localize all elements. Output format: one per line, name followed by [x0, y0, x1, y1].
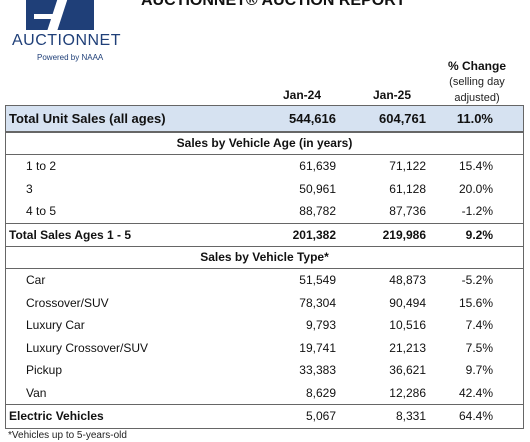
row-pct: 9.2%: [465, 227, 493, 242]
logo-tagline: Powered by NAAA: [37, 53, 104, 62]
row-pct: 64.4%: [458, 409, 493, 423]
row-jan24: 78,304: [299, 295, 336, 310]
row-jan24: 8,629: [305, 385, 336, 400]
row-label: 1 to 2: [26, 159, 57, 173]
row-label: Car: [26, 273, 46, 287]
table-row: 4 to 5 88,782 87,736 -1.2%: [6, 200, 523, 223]
table-row: Luxury Car 9,793 10,516 7.4%: [6, 314, 523, 337]
row-pct: 9.7%: [465, 363, 493, 377]
column-header-pct-change: % Change (selling day adjusted): [432, 58, 522, 106]
row-label: Crossover/SUV: [26, 295, 109, 310]
row-pct: -1.2%: [461, 204, 493, 218]
table-row: Car 51,549 48,873 -5.2%: [6, 269, 523, 292]
row-label: 4 to 5: [26, 204, 57, 218]
row-jan25: 12,286: [389, 385, 426, 400]
footnote: *Vehicles up to 5-years-old: [8, 430, 127, 441]
table-row: 1 to 2 61,639 71,122 15.4%: [6, 155, 523, 178]
row-pct: 20.0%: [458, 181, 493, 196]
pct-change-note-2: adjusted): [454, 92, 500, 104]
row-label: 3: [26, 181, 33, 196]
row-pct: 7.4%: [465, 318, 493, 332]
table-row: Luxury Crossover/SUV 19,741 21,213 7.5%: [6, 337, 523, 360]
row-label: Electric Vehicles: [9, 409, 104, 423]
row-jan25: 604,761: [379, 111, 426, 126]
row-pct: 42.4%: [458, 385, 493, 400]
row-label: Van: [26, 385, 47, 400]
row-pct: 7.5%: [465, 340, 493, 355]
row-jan24: 544,616: [289, 111, 336, 126]
section-title: Sales by Vehicle Type*: [200, 250, 329, 264]
row-label: Total Unit Sales (all ages): [9, 111, 166, 126]
row-jan25: 61,128: [389, 181, 426, 196]
total-ages-1-5-row: Total Sales Ages 1 - 5 201,382 219,986 9…: [6, 222, 523, 247]
logo-mark-icon: [26, 0, 94, 36]
table-row: Van 8,629 12,286 42.4%: [6, 382, 523, 405]
section-title: Sales by Vehicle Age (in years): [176, 136, 353, 150]
section-header-age: Sales by Vehicle Age (in years): [6, 132, 523, 155]
row-pct: 15.6%: [458, 295, 493, 310]
section-header-type: Sales by Vehicle Type*: [6, 246, 523, 269]
row-jan24: 61,639: [299, 159, 336, 173]
column-header-jan25: Jan-25: [372, 88, 412, 102]
total-unit-sales-row: Total Unit Sales (all ages) 544,616 604,…: [6, 106, 523, 132]
row-jan24: 9,793: [305, 318, 336, 332]
row-jan24: 19,741: [299, 340, 336, 355]
row-jan24: 51,549: [299, 273, 336, 287]
row-label: Luxury Crossover/SUV: [26, 340, 149, 355]
row-jan25: 10,516: [389, 318, 426, 332]
row-jan25: 8,331: [395, 409, 426, 423]
auction-report-table: Total Unit Sales (all ages) 544,616 604,…: [5, 105, 524, 429]
table-row: Crossover/SUV 78,304 90,494 15.6%: [6, 292, 523, 315]
report-title: AUCTIONNET® AUCTION REPORT: [141, 0, 406, 9]
row-label: Total Sales Ages 1 - 5: [9, 227, 132, 242]
column-header-jan24: Jan-24: [282, 88, 322, 102]
row-jan25: 21,213: [389, 340, 426, 355]
row-jan25: 90,494: [389, 295, 426, 310]
pct-change-title: % Change: [447, 59, 506, 73]
row-pct: 11.0%: [456, 111, 493, 126]
row-label: Pickup: [26, 363, 63, 377]
row-pct: 15.4%: [458, 159, 493, 173]
row-jan25: 48,873: [389, 273, 426, 287]
row-jan24: 88,782: [299, 204, 336, 218]
row-label: Luxury Car: [26, 318, 85, 332]
row-jan24: 5,067: [305, 409, 336, 423]
row-jan25: 36,621: [389, 363, 426, 377]
table-row: 3 50,961 61,128 20.0%: [6, 178, 523, 201]
row-pct: -5.2%: [461, 273, 493, 287]
row-jan25: 87,736: [389, 204, 426, 218]
row-jan24: 201,382: [292, 227, 336, 242]
table-row: Pickup 33,383 36,621 9.7%: [6, 359, 523, 382]
row-jan25: 219,986: [382, 227, 426, 242]
auctionnet-logo: AUCTIONNET Powered by NAAA: [4, 0, 121, 64]
row-jan24: 33,383: [299, 363, 336, 377]
electric-vehicles-row: Electric Vehicles 5,067 8,331 64.4%: [6, 404, 523, 428]
row-jan24: 50,961: [299, 181, 336, 196]
logo-name: AUCTIONNET: [12, 32, 121, 49]
pct-change-note-1: (selling day: [449, 76, 505, 88]
row-jan25: 71,122: [389, 159, 426, 173]
